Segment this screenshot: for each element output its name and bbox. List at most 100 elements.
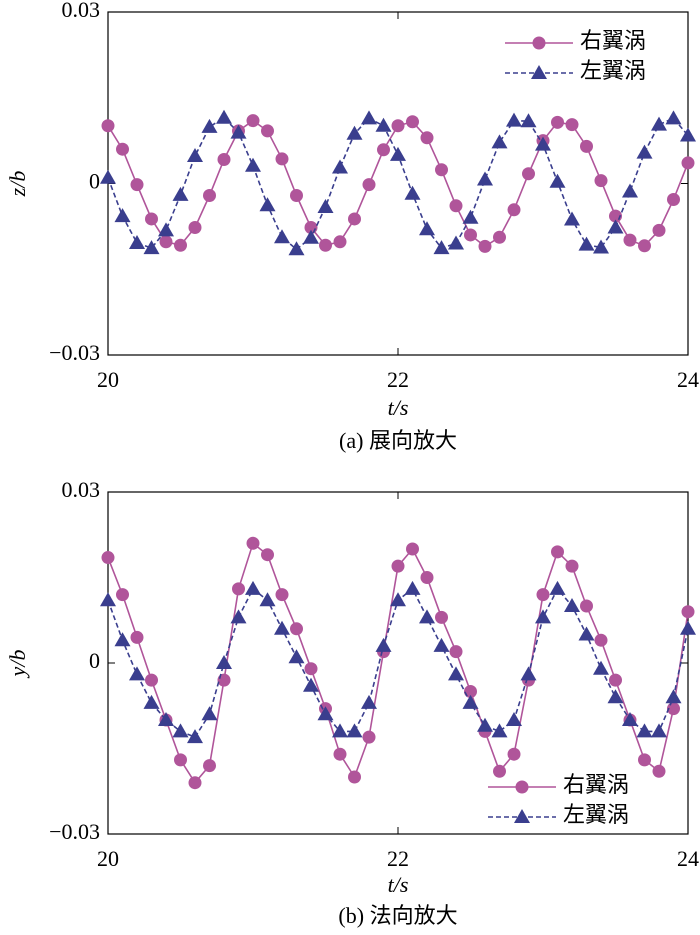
marker (232, 582, 245, 596)
marker (259, 197, 276, 212)
marker (217, 673, 231, 687)
legend-marker (532, 36, 546, 50)
marker (143, 694, 160, 709)
legend-marker (515, 780, 529, 794)
marker (129, 234, 145, 249)
marker (506, 112, 522, 127)
marker (622, 183, 638, 198)
marker (593, 239, 609, 254)
marker (101, 551, 115, 565)
marker (116, 588, 129, 602)
legend-label: 右翼涡 (563, 772, 629, 797)
marker (462, 694, 479, 709)
marker (622, 712, 638, 726)
marker (187, 729, 203, 744)
y-tick-label: −0.03 (49, 819, 100, 844)
marker (391, 559, 405, 573)
marker (651, 723, 667, 738)
marker (303, 677, 319, 692)
marker (201, 118, 218, 133)
marker (638, 239, 651, 253)
marker (361, 110, 377, 125)
marker (535, 136, 551, 151)
marker (348, 770, 361, 784)
marker (564, 598, 580, 612)
marker (317, 706, 334, 721)
marker (317, 198, 334, 213)
marker (652, 223, 666, 237)
marker (288, 649, 305, 664)
marker (406, 115, 419, 129)
marker (464, 228, 477, 242)
marker (290, 622, 303, 636)
marker (274, 229, 290, 244)
marker (681, 605, 695, 619)
x-tick-label: 24 (677, 367, 699, 392)
marker (667, 702, 680, 716)
marker (680, 127, 696, 142)
marker (580, 599, 593, 613)
marker (681, 156, 695, 170)
marker (433, 637, 450, 652)
marker (274, 620, 290, 635)
x-tick-label: 22 (387, 367, 409, 392)
marker (448, 235, 464, 250)
marker (172, 723, 189, 738)
marker (230, 124, 247, 139)
marker (230, 609, 247, 624)
marker (419, 609, 435, 624)
legend-label: 左翼涡 (580, 58, 646, 83)
y-tick-label: 0 (89, 648, 100, 673)
marker (535, 609, 551, 624)
marker (477, 171, 493, 186)
marker (319, 238, 332, 252)
marker (261, 124, 274, 138)
marker (203, 759, 216, 773)
marker (638, 753, 651, 767)
marker (449, 199, 463, 213)
marker (420, 131, 434, 145)
marker (594, 633, 608, 647)
marker (507, 203, 521, 217)
marker (651, 116, 667, 131)
marker (377, 143, 390, 157)
marker (158, 712, 174, 726)
marker (362, 178, 376, 192)
x-axis-label: t/s (388, 872, 409, 897)
marker (564, 211, 580, 226)
marker (448, 666, 464, 681)
marker (419, 221, 435, 236)
legend-marker (531, 65, 547, 79)
marker (332, 723, 348, 738)
marker (245, 157, 261, 172)
marker (101, 119, 115, 133)
marker (551, 545, 564, 559)
legend-label: 右翼涡 (580, 28, 646, 53)
marker (607, 219, 624, 234)
marker (290, 189, 303, 203)
marker (129, 666, 145, 681)
marker (462, 209, 479, 224)
marker (174, 753, 187, 767)
marker (636, 144, 653, 159)
marker (100, 592, 116, 607)
marker (375, 637, 392, 652)
marker (143, 240, 160, 255)
marker (536, 588, 550, 602)
marker (304, 662, 318, 676)
marker (159, 235, 173, 249)
marker (303, 229, 319, 244)
marker (404, 185, 421, 200)
marker (449, 645, 463, 659)
y-axis-label: y/b (5, 650, 30, 679)
x-tick-label: 20 (97, 367, 119, 392)
marker (493, 764, 506, 778)
marker (261, 548, 274, 562)
y-tick-label: 0 (89, 169, 100, 194)
marker (522, 167, 535, 181)
marker (406, 542, 419, 556)
marker (578, 236, 595, 251)
marker (390, 146, 406, 161)
marker (333, 747, 347, 761)
